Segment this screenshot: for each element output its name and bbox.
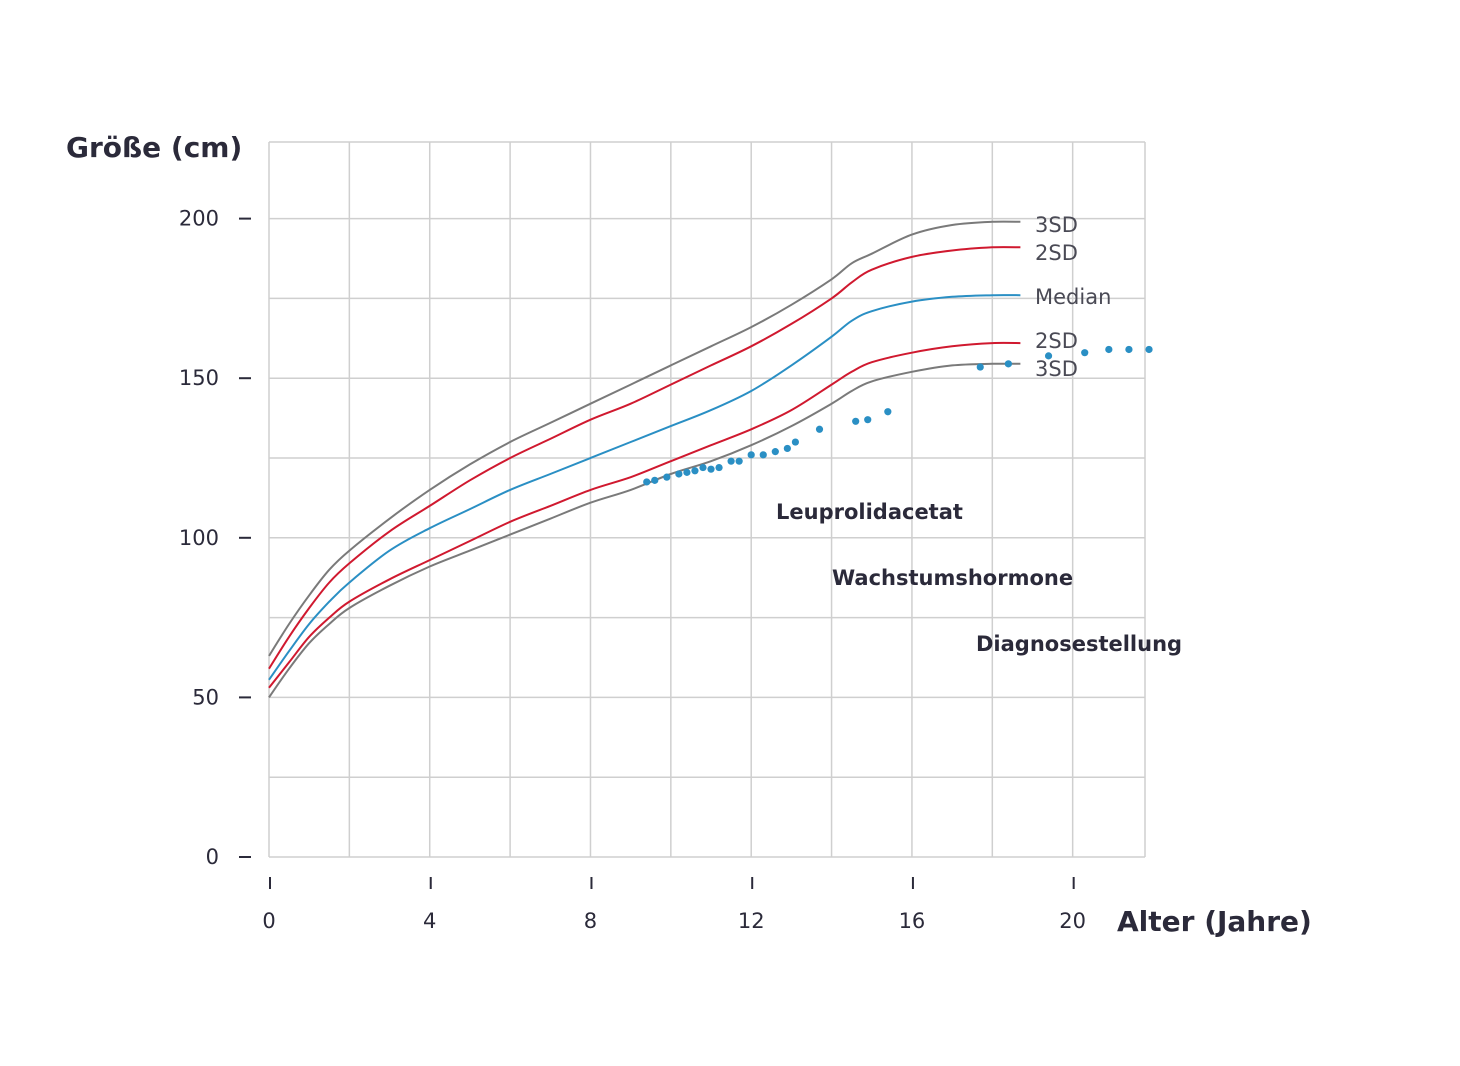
measurement-point: [1145, 345, 1153, 354]
measurement-point: [791, 438, 800, 446]
measurement-point: [783, 444, 791, 453]
x-tick-label: 20: [1059, 909, 1086, 933]
measurement-point: [884, 408, 892, 416]
measurement-point: [727, 457, 735, 465]
measurement-point: [1125, 345, 1133, 354]
curve-label-median: Median: [1035, 285, 1111, 309]
x-tick-label: 16: [899, 909, 926, 933]
measurement-point: [699, 463, 707, 472]
measurement-point: [1004, 360, 1012, 368]
curve-label-lower-3sd: 3SD: [1035, 357, 1078, 381]
curve-upper-2sd: [268, 246, 1021, 670]
curve-lower-3sd: [268, 362, 1021, 698]
measurement-points: [643, 345, 1153, 486]
measurement-point: [715, 463, 723, 472]
axis-ticks: 0 50 100 150 200 0 4 8 12 16 20: [179, 207, 1086, 933]
x-axis-title: Alter (Jahre): [1117, 905, 1312, 938]
measurement-point: [651, 476, 659, 484]
measurement-point: [675, 470, 683, 478]
curve-label-lower-2sd: 2SD: [1035, 329, 1078, 353]
chart-grid: [268, 141, 1146, 858]
measurement-point: [1081, 349, 1089, 357]
x-tick-label: 12: [738, 909, 765, 933]
measurement-point: [735, 457, 743, 465]
annotation-growth-hormone: Wachstumshormone: [832, 566, 1073, 590]
curve-median-median: [268, 294, 1021, 681]
measurement-point: [852, 417, 860, 425]
measurement-point: [976, 363, 984, 371]
y-tick-label: 0: [206, 845, 219, 869]
curve-lower-2sd: [268, 341, 1021, 689]
measurement-point: [815, 425, 824, 433]
curve-label-upper-2sd: 2SD: [1035, 241, 1078, 265]
y-tick-label: 200: [179, 207, 219, 231]
measurement-point: [747, 451, 755, 459]
measurement-point: [864, 416, 872, 424]
measurement-point: [1105, 345, 1113, 354]
measurement-point: [707, 465, 715, 473]
curve-label-upper-3sd: 3SD: [1035, 213, 1078, 237]
measurement-point: [1044, 352, 1053, 360]
annotation-diagnosis: Diagnosestellung: [976, 632, 1182, 656]
measurement-point: [759, 451, 767, 459]
measurement-point: [691, 467, 699, 475]
y-axis-title: Größe (cm): [66, 131, 242, 164]
measurement-point: [663, 473, 671, 481]
curve-upper-3sd: [268, 220, 1021, 657]
y-tick-label: 150: [179, 366, 219, 390]
measurement-point: [643, 478, 651, 486]
annotation-leuprolide: Leuprolidacetat: [776, 500, 963, 524]
x-tick-label: 4: [423, 909, 436, 933]
measurement-point: [683, 468, 691, 476]
measurement-point: [771, 448, 779, 456]
x-tick-label: 0: [262, 909, 275, 933]
percentile-curves: [268, 220, 1021, 698]
y-tick-label: 100: [179, 526, 219, 550]
x-tick-label: 8: [584, 909, 597, 933]
y-tick-label: 50: [192, 685, 219, 709]
